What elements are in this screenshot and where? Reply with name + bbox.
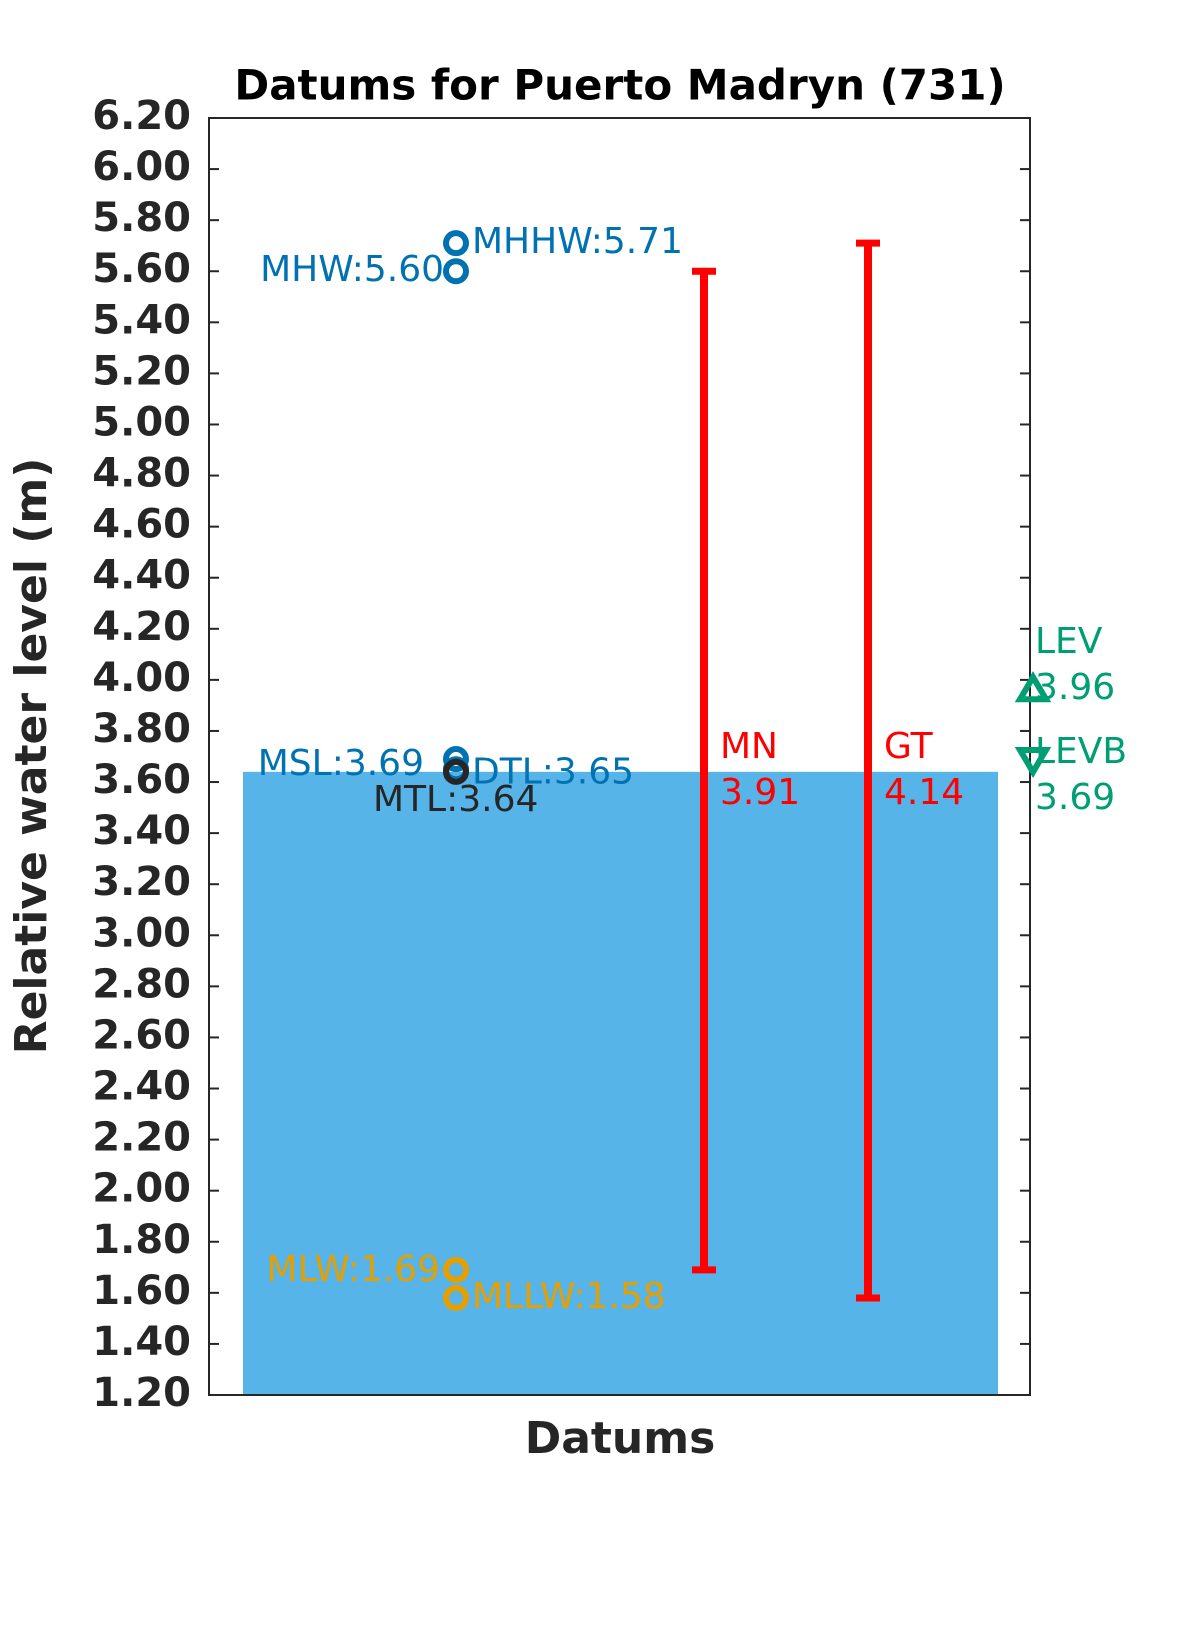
y-tick-label: 3.60 bbox=[92, 757, 191, 803]
extreme-value: 3.69 bbox=[1035, 777, 1115, 818]
y-tick-label: 5.40 bbox=[92, 297, 191, 343]
datum-label: MLLW:1.58 bbox=[472, 1276, 666, 1317]
y-tick-label: 4.00 bbox=[92, 655, 191, 701]
y-tick-label: 2.20 bbox=[92, 1115, 191, 1161]
range-value: 3.91 bbox=[720, 772, 800, 813]
datum-point bbox=[443, 258, 469, 285]
extreme-name: LEVB bbox=[1035, 731, 1127, 772]
range-name: GT bbox=[884, 726, 934, 767]
datum-point bbox=[443, 758, 469, 785]
y-tick-label: 5.60 bbox=[92, 246, 191, 292]
datum-label: MTL:3.64 bbox=[373, 779, 538, 820]
datum-label: MSL:3.69 bbox=[258, 743, 424, 784]
datum-label: MLW:1.69 bbox=[266, 1249, 440, 1290]
bar bbox=[243, 771, 998, 1395]
y-tick-label: 4.60 bbox=[92, 502, 191, 548]
y-tick-label: 5.80 bbox=[92, 195, 191, 241]
y-tick-label: 4.20 bbox=[92, 604, 191, 650]
datum-label: MHHW:5.71 bbox=[472, 221, 683, 262]
y-tick-label: 2.80 bbox=[92, 961, 191, 1007]
y-axis-label: Relative water level (m) bbox=[6, 458, 57, 1055]
y-tick-label: 1.40 bbox=[92, 1319, 191, 1365]
extreme-name: LEV bbox=[1035, 621, 1103, 662]
extreme-value: 3.96 bbox=[1035, 667, 1115, 708]
y-tick-label: 2.00 bbox=[92, 1166, 191, 1212]
y-tick-label: 1.80 bbox=[92, 1217, 191, 1263]
x-axis-label: Datums bbox=[525, 1413, 716, 1464]
extreme-marker bbox=[1014, 746, 1052, 778]
chart-title: Datums for Puerto Madryn (731) bbox=[234, 61, 1005, 110]
datum-point bbox=[443, 230, 469, 257]
y-tick-label: 6.20 bbox=[92, 93, 191, 139]
range-name: MN bbox=[720, 726, 778, 767]
plot-frame bbox=[208, 117, 1031, 1396]
y-tick-label: 3.40 bbox=[92, 808, 191, 854]
datum-point bbox=[443, 1256, 469, 1283]
y-tick-label: 2.60 bbox=[92, 1012, 191, 1058]
y-tick-label: 1.20 bbox=[92, 1370, 191, 1416]
y-tick-label: 3.80 bbox=[92, 706, 191, 752]
y-tick-label: 6.00 bbox=[92, 144, 191, 190]
datum-point bbox=[443, 746, 469, 773]
datum-label: MHW:5.60 bbox=[260, 249, 444, 290]
datum-point bbox=[443, 1284, 469, 1311]
y-tick-label: 1.60 bbox=[92, 1268, 191, 1314]
y-tick-label: 5.20 bbox=[92, 348, 191, 394]
y-tick-label: 4.40 bbox=[92, 553, 191, 599]
y-tick-label: 2.40 bbox=[92, 1064, 191, 1110]
y-tick-label: 3.00 bbox=[92, 910, 191, 956]
datum-label: DTL:3.65 bbox=[472, 751, 634, 792]
extreme-marker bbox=[1014, 671, 1052, 703]
y-tick-label: 5.00 bbox=[92, 399, 191, 445]
y-tick-label: 4.80 bbox=[92, 451, 191, 497]
range-value: 4.14 bbox=[884, 772, 964, 813]
y-tick-label: 3.20 bbox=[92, 859, 191, 905]
